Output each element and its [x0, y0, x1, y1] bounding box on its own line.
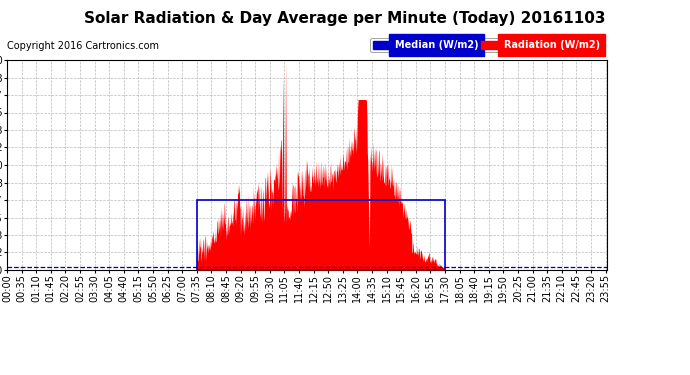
- Bar: [197, 200, 445, 270]
- Legend: Median (W/m2), Radiation (W/m2): Median (W/m2), Radiation (W/m2): [370, 38, 602, 52]
- Text: Copyright 2016 Cartronics.com: Copyright 2016 Cartronics.com: [7, 41, 159, 51]
- Text: Solar Radiation & Day Average per Minute (Today) 20161103: Solar Radiation & Day Average per Minute…: [84, 11, 606, 26]
